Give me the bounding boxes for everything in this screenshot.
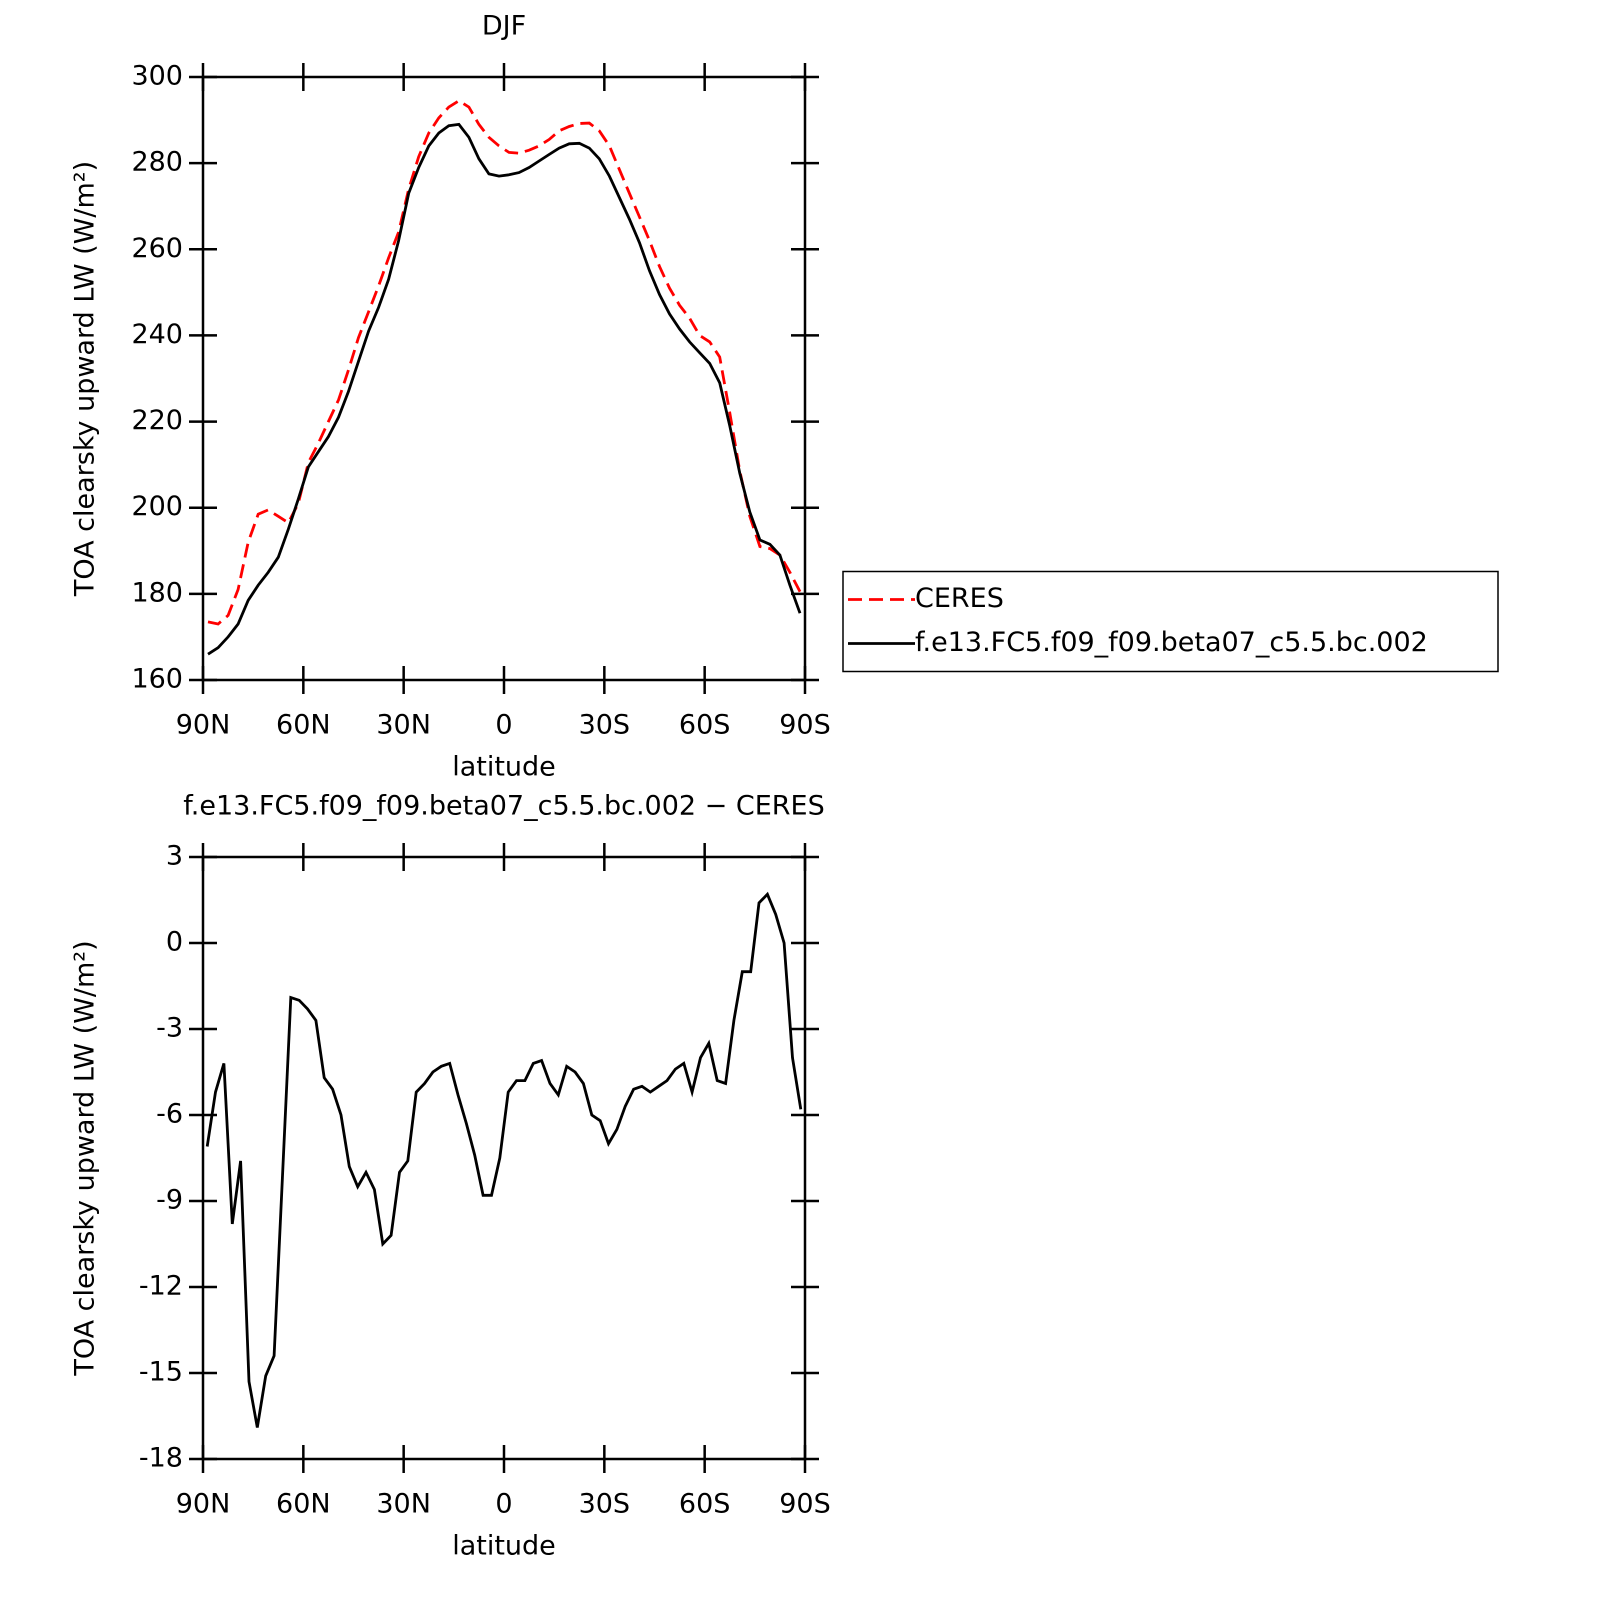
x-axis-label: latitude: [452, 1531, 556, 1562]
y-tick-label: -3: [156, 1013, 183, 1044]
x-tick-label: 0: [495, 710, 512, 741]
y-tick-label: -6: [156, 1099, 183, 1130]
y-tick-label: -18: [139, 1443, 183, 1474]
y-axis-label: TOA clearsky upward LW (W/m²): [70, 161, 101, 597]
x-tick-label: 30N: [376, 1489, 431, 1520]
y-tick-label: 240: [131, 319, 183, 350]
legend-label: f.e13.FC5.f09_f09.beta07_c5.5.bc.002: [915, 627, 1428, 658]
y-tick-label: 0: [166, 927, 183, 958]
x-tick-label: 90N: [176, 1489, 231, 1520]
y-axis-label: TOA clearsky upward LW (W/m²): [70, 940, 101, 1376]
x-tick-label: 0: [495, 1489, 512, 1520]
x-tick-label: 30S: [579, 1489, 631, 1520]
y-tick-label: -12: [139, 1271, 183, 1302]
y-tick-label: -9: [156, 1185, 183, 1216]
x-tick-label: 30N: [376, 710, 431, 741]
x-tick-label: 90S: [779, 1489, 831, 1520]
x-tick-label: 90N: [176, 710, 231, 741]
data-line: [207, 122, 802, 656]
y-tick-label: 260: [131, 233, 183, 264]
y-tick-label: 280: [131, 147, 183, 178]
legend-box: [842, 570, 1499, 673]
y-tick-label: -15: [139, 1357, 183, 1388]
x-axis-label: latitude: [452, 752, 556, 783]
x-tick-label: 90S: [779, 710, 831, 741]
y-tick-label: 180: [131, 577, 183, 608]
y-tick-label: 200: [131, 491, 183, 522]
x-tick-label: 60N: [276, 1489, 331, 1520]
x-tick-label: 60S: [679, 710, 731, 741]
chart-title: DJF: [482, 11, 526, 42]
y-tick-label: 300: [131, 61, 183, 92]
legend-label: CERES: [915, 583, 1004, 614]
plot-frame: [201, 855, 807, 1461]
plot-frame: [201, 75, 807, 682]
chart-title: f.e13.FC5.f09_f09.beta07_c5.5.bc.002 − C…: [183, 791, 825, 822]
data-line: [207, 99, 802, 626]
x-tick-label: 60N: [276, 710, 331, 741]
y-tick-label: 220: [131, 405, 183, 436]
data-line: [205, 891, 803, 1428]
x-tick-label: 60S: [679, 1489, 731, 1520]
y-tick-label: 3: [166, 841, 183, 872]
y-tick-label: 160: [131, 664, 183, 695]
x-tick-label: 30S: [579, 710, 631, 741]
